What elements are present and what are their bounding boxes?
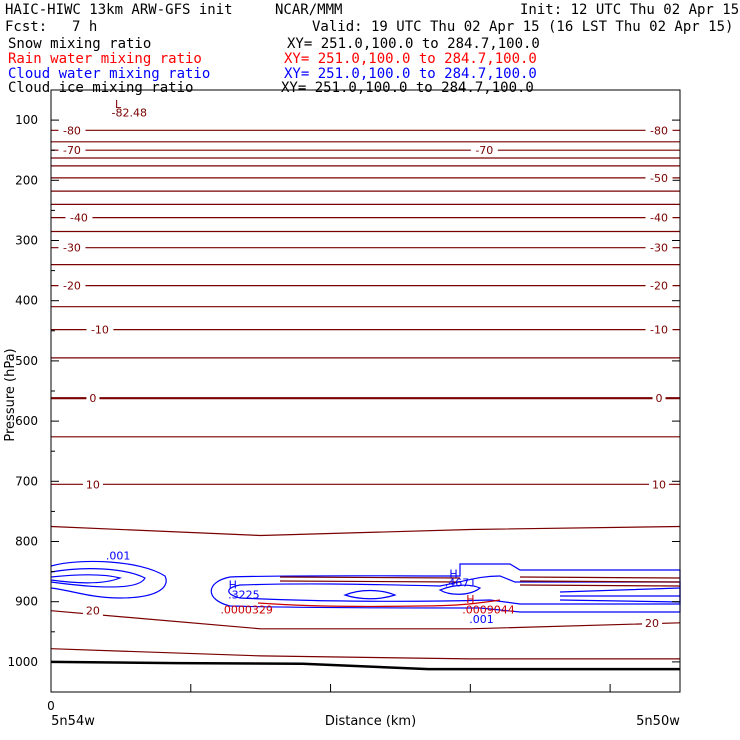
cloud-contour [210,563,681,613]
contour-label: -70 [475,144,493,157]
contour-label: 10 [652,478,666,491]
extremum-label: .3225 [228,589,260,602]
contour-label-bg [645,241,673,254]
contour-label-bg [82,478,103,491]
valid-time: Valid: 19 UTC Thu 02 Apr 15 (16 LST Thu … [312,19,734,35]
contour-label-bg [470,144,498,157]
extremum-label: -82.48 [112,106,147,119]
temperature-contour [50,525,681,537]
x-zero-label: 0 [47,699,55,713]
y-tick-label: 700 [15,474,38,488]
labels-layer: -80 -80 -70 -70 -50 -40 -40 -30 -30 -20 -20 -10 -10 0… [58,98,673,630]
extremum-label: .0000329 [220,604,273,617]
contour-label-bg [86,323,114,336]
cloud-contour [50,568,146,588]
field-snow-xy: XY= 251.0,100.0 to 284.7,100.0 [287,36,540,52]
field-snow-name: Snow mixing ratio [8,36,152,52]
contour-label-bg [645,171,673,184]
contour-label-bg [649,478,670,491]
contour-label: 0 [656,392,663,405]
cloud-contour-layer [50,560,681,613]
field-cloud-water-name: Cloud water mixing ratio [8,66,211,82]
contour-label-bg [645,279,673,292]
contour-label-bg [65,211,93,224]
y-tick-label: 900 [15,595,38,609]
cloud-contour [559,587,681,603]
rain-contour [279,576,681,587]
extremum-label: .0009044 [462,604,515,617]
contour-label-bg [86,392,100,405]
x-start-label: 5n54w [51,714,95,729]
contour-label: -30 [63,242,81,255]
contour-label-bg [652,392,666,405]
extremum-label: L [115,98,122,111]
field-rain-name: Rain water mixing ratio [8,51,202,67]
extremum-label: .001 [469,613,494,626]
ground-surface-line [50,660,680,671]
y-tick-label: 200 [15,173,38,187]
contour-label: 10 [86,478,100,491]
extremum-label: .4671 [445,577,477,590]
contour-label: -40 [650,212,668,225]
contour-label: -80 [63,124,81,137]
y-tick-label: 500 [15,354,38,368]
y-axis-title: Pressure (hPa) [3,348,18,441]
contour-label-bg [645,323,673,336]
temperature-contour [50,610,681,630]
contour-label: -40 [70,212,88,225]
field-rain-xy: XY= 251.0,100.0 to 284.7,100.0 [284,51,537,67]
contour-label: -70 [63,144,81,157]
field-cloud-ice-name: Cloud ice mixing ratio [8,80,194,96]
init-time: Init: 12 UTC Thu 02 Apr 15 [520,2,740,18]
contour-label: 20 [645,617,659,630]
org-label: NCAR/MMM [275,2,343,18]
extremum-label: H [449,568,457,581]
y-tick-label: 800 [15,535,38,549]
y-tick-label: 600 [15,414,38,428]
x-axis-title: Distance (km) [325,714,416,729]
model-title: HAIC-HIWC 13km ARW-GFS init [5,2,233,18]
y-tick-label: 1000 [7,655,38,669]
contour-label-bg [645,211,673,224]
contour-label: -20 [63,280,81,293]
forecast-label: Fcst: [5,19,48,35]
temperature-contour [50,648,680,660]
cloud-contour [50,560,167,599]
extremum-label: .001 [106,550,131,563]
forecast-value: 7 h [72,19,98,35]
contour-layer [50,129,681,671]
contour-label-bg [82,604,103,617]
contour-label: 0 [89,392,96,405]
contour-label: 20 [86,605,100,618]
y-tick-label: 300 [15,234,38,248]
contour-label: -30 [650,242,668,255]
contour-label-bg [58,144,86,157]
field-cloud-ice-xy: XY= 251.0,100.0 to 284.7,100.0 [281,80,534,96]
y-tick-label: 100 [15,113,38,127]
contour-label: -20 [650,280,668,293]
cloud-contour [343,589,397,600]
contour-label: -50 [650,172,668,185]
contour-label-bg [58,124,86,137]
x-end-label: 5n50w [636,714,680,729]
rain-contour [257,599,501,607]
cloud-contour [438,584,482,595]
contour-label-bg [58,279,86,292]
contour-label-bg [645,124,673,137]
cloud-contour [50,574,122,584]
extremum-label: H [466,593,474,606]
field-cloud-water-xy: XY= 251.0,100.0 to 284.7,100.0 [284,66,537,82]
contour-label: -10 [650,324,668,337]
contour-label-bg [58,241,86,254]
contour-label: -10 [91,324,109,337]
extremum-label: H [229,578,237,591]
contour-label-bg [642,616,663,629]
y-tick-label: 400 [15,294,38,308]
contour-label: -80 [650,124,668,137]
